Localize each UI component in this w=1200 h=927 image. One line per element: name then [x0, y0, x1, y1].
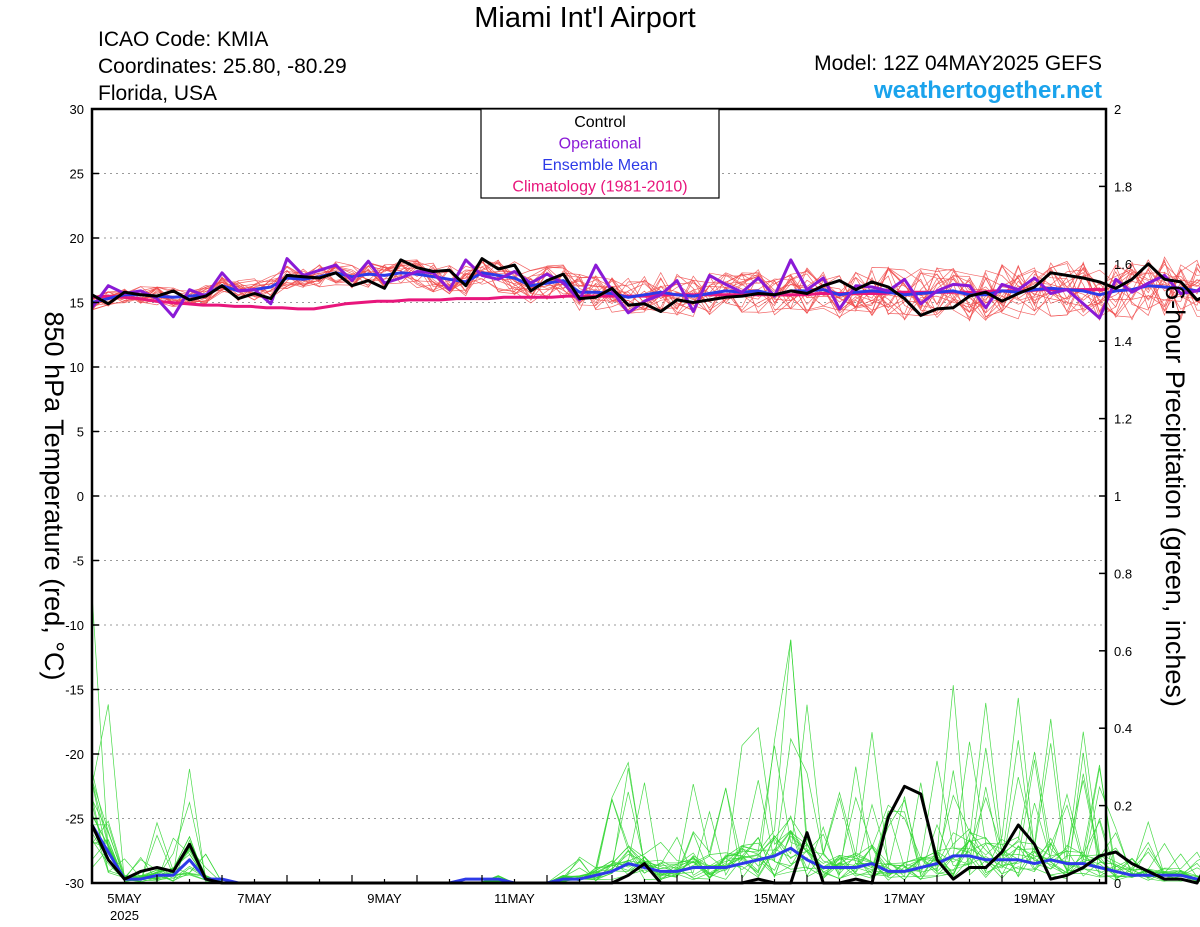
- y2-tick-label: 1.2: [1114, 412, 1132, 427]
- x-tick-label: 13MAY: [624, 891, 666, 906]
- y-axis-label: 850 hPa Temperature (red, °C): [39, 312, 69, 681]
- x-tick-label: 15MAY: [754, 891, 796, 906]
- y-tick-label: 10: [70, 360, 84, 375]
- y2-tick-label: 2: [1114, 102, 1121, 117]
- model-run: Model: 12Z 04MAY2025 GEFS: [814, 52, 1102, 75]
- y2-tick-label: 0: [1114, 876, 1121, 891]
- legend-entry: Ensemble Mean: [542, 157, 658, 174]
- axes: 302520151050-5-10-15-20-25-3021.81.61.41…: [65, 102, 1132, 923]
- x-tick-label: 17MAY: [884, 891, 926, 906]
- page-title: Miami Int'l Airport: [474, 2, 696, 34]
- coordinates: Coordinates: 25.80, -80.29: [98, 55, 347, 78]
- year-label: 2025: [110, 908, 139, 923]
- ensemble-members: [91, 256, 1200, 884]
- ensemble-mean-precip-line: [90, 824, 1200, 885]
- y-tick-label: -25: [65, 812, 84, 827]
- y-tick-label: -5: [72, 554, 84, 569]
- y-tick-label: -10: [65, 618, 84, 633]
- icao-code: ICAO Code: KMIA: [98, 28, 269, 51]
- ensemble-mean-temp-line: [91, 271, 1200, 304]
- precip-member-line: [91, 704, 1200, 884]
- temp-member-line: [91, 261, 1200, 320]
- x-tick-label: 9MAY: [367, 891, 402, 906]
- legend-entry: Operational: [559, 136, 642, 153]
- y-tick-label: 30: [70, 102, 84, 117]
- y-tick-label: -30: [65, 876, 84, 891]
- legend: Control Operational Ensemble Mean Climatolo…: [480, 108, 720, 199]
- y-tick-label: 15: [70, 296, 84, 311]
- x-tick-label: 5MAY: [107, 891, 142, 906]
- y2-tick-label: 0.4: [1114, 721, 1132, 736]
- y2-tick-label: 0.2: [1114, 799, 1132, 814]
- y2-tick-label: 0.6: [1114, 644, 1132, 659]
- legend-box: [480, 108, 720, 199]
- x-tick-label: 19MAY: [1014, 891, 1056, 906]
- y-tick-label: 20: [70, 231, 84, 246]
- temp-member-line: [91, 262, 1200, 322]
- temp-member-line: [91, 259, 1200, 321]
- y2-tick-label: 1.8: [1114, 179, 1132, 194]
- grid-lines: [92, 173, 1106, 819]
- y2-axis-label: 6-hour Precipitation (green, inches): [1160, 285, 1190, 707]
- legend-entry: Climatology (1981-2010): [512, 179, 687, 196]
- y2-tick-label: 1.6: [1114, 257, 1132, 272]
- y-tick-label: 0: [77, 489, 84, 504]
- x-tick-label: 11MAY: [494, 891, 535, 906]
- y2-tick-label: 0.8: [1114, 566, 1132, 581]
- control-temp-line: [91, 257, 1200, 317]
- y-tick-label: 5: [77, 425, 84, 440]
- y-tick-label: 25: [70, 167, 84, 182]
- y2-tick-label: 1: [1114, 489, 1121, 504]
- y-tick-label: -15: [65, 683, 84, 698]
- legend-entry: Control: [574, 114, 626, 131]
- precip-member-line: [91, 592, 1200, 884]
- temp-member-line: [91, 261, 1200, 318]
- y2-tick-label: 1.4: [1114, 334, 1132, 349]
- y-tick-label: -20: [65, 747, 84, 762]
- x-tick-label: 7MAY: [237, 891, 272, 906]
- plot-frame: [90, 107, 1108, 885]
- series-lines: [90, 257, 1200, 885]
- site-link[interactable]: weathertogether.net: [873, 77, 1102, 104]
- region: Florida, USA: [98, 82, 218, 105]
